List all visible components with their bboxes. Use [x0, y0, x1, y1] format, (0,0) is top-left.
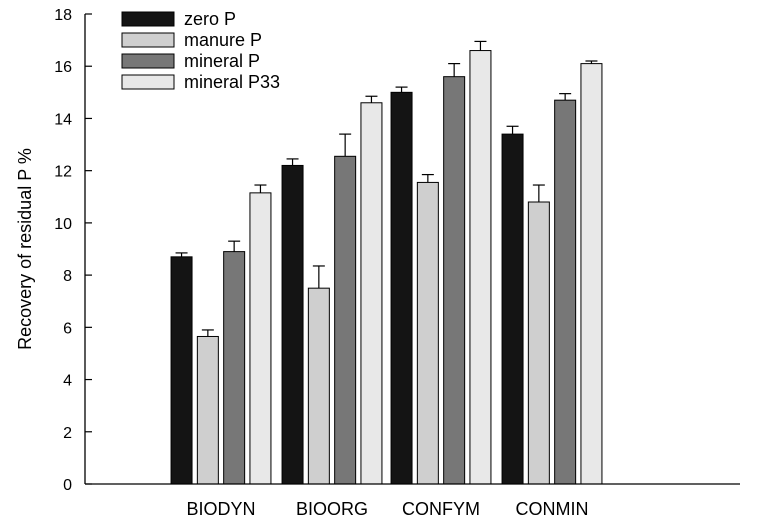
x-tick-label: CONFYM: [402, 499, 480, 519]
bar-biodyn-s2: [223, 251, 246, 485]
y-tick-label: 18: [54, 7, 72, 24]
legend-label: zero P: [184, 9, 236, 29]
y-tick-label: 10: [54, 216, 72, 233]
y-tick-label: 2: [63, 425, 72, 442]
bar-bioorg-s0: [281, 164, 304, 485]
bar-confym-s3: [469, 50, 492, 485]
y-tick-label: 12: [54, 164, 72, 181]
legend-label: manure P: [184, 30, 262, 50]
y-tick-label: 4: [63, 373, 72, 390]
x-tick-label: BIOORG: [296, 499, 368, 519]
y-axis-ticks: 0 2 4 6 8 10 12 14 16 18: [54, 7, 92, 494]
bar-bioorg-s3: [360, 102, 383, 485]
bar-confym-s0: [390, 91, 413, 485]
error-bars: [175, 40, 598, 337]
legend-swatch: [121, 53, 175, 69]
y-tick-label: 14: [54, 111, 72, 128]
y-tick-label: 0: [63, 477, 72, 494]
bar-biodyn-s0: [170, 256, 193, 485]
bar-biodyn-s1: [196, 335, 219, 485]
legend-swatch: [121, 11, 175, 27]
bar-conmin-s2: [554, 99, 577, 485]
bar-confym-s2: [443, 76, 466, 485]
bars: [170, 50, 603, 485]
bar-conmin-s1: [527, 201, 550, 485]
bar-conmin-s0: [501, 133, 524, 485]
bar-confym-s1: [416, 181, 439, 485]
bar-bioorg-s1: [307, 287, 330, 485]
legend-label: mineral P: [184, 51, 260, 71]
y-tick-label: 16: [54, 59, 72, 76]
x-tick-label: BIODYN: [186, 499, 255, 519]
legend-swatch: [121, 74, 175, 90]
y-tick-label: 8: [63, 268, 72, 285]
legend-swatch: [121, 32, 175, 48]
x-axis-labels: BIODYN BIOORG CONFYM CONMIN: [186, 499, 588, 519]
y-tick-label: 6: [63, 320, 72, 337]
bar-bioorg-s2: [334, 155, 357, 485]
y-axis-label: Recovery of residual P %: [15, 148, 35, 350]
bar-conmin-s3: [580, 63, 603, 485]
x-tick-label: CONMIN: [516, 499, 589, 519]
bar-biodyn-s3: [249, 192, 272, 485]
legend-label: mineral P33: [184, 72, 280, 92]
